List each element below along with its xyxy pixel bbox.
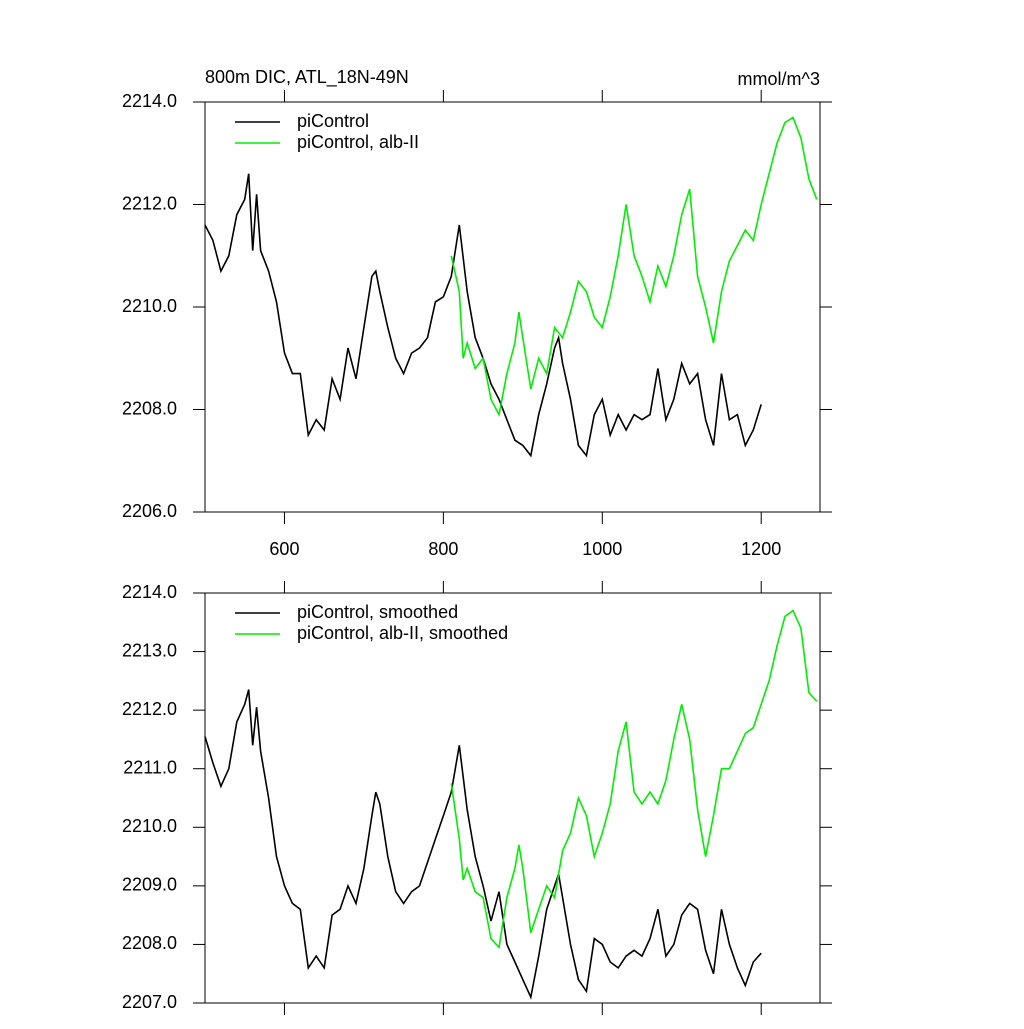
y-tick-label: 2207.0 [122,992,177,1012]
y-tick-label: 2210.0 [122,296,177,316]
x-tick-label: 1000 [582,539,622,559]
x-tick-label: 600 [269,539,299,559]
legend-label: piControl [297,111,369,131]
plot-frame [204,101,821,513]
y-tick-label: 2208.0 [122,398,177,418]
y-tick-label: 2209.0 [122,875,177,895]
y-tick-label: 2212.0 [122,699,177,719]
legend-label: piControl, alb-II [297,132,419,152]
y-tick-label: 2214.0 [122,91,177,111]
series-line [450,609,818,950]
y-tick-label: 2212.0 [122,193,177,213]
y-tick-label: 2214.0 [122,582,177,602]
x-tick-label: 1200 [741,539,781,559]
y-tick-label: 2208.0 [122,933,177,953]
series-line [450,116,818,418]
y-tick-label: 2210.0 [122,816,177,836]
legend-label: piControl, alb-II, smoothed [297,623,508,643]
y-tick-label: 2211.0 [123,757,177,777]
x-tick-label: 800 [428,539,458,559]
series-line [204,689,762,1000]
y-tick-label: 2213.0 [122,640,177,660]
series-line [204,173,762,458]
plot-frame [204,592,821,1004]
units-label: mmol/m^3 [738,69,820,89]
y-tick-label: 2206.0 [122,501,177,521]
legend-label: piControl, smoothed [297,602,458,622]
chart-title: 800m DIC, ATL_18N-49N [205,67,409,88]
